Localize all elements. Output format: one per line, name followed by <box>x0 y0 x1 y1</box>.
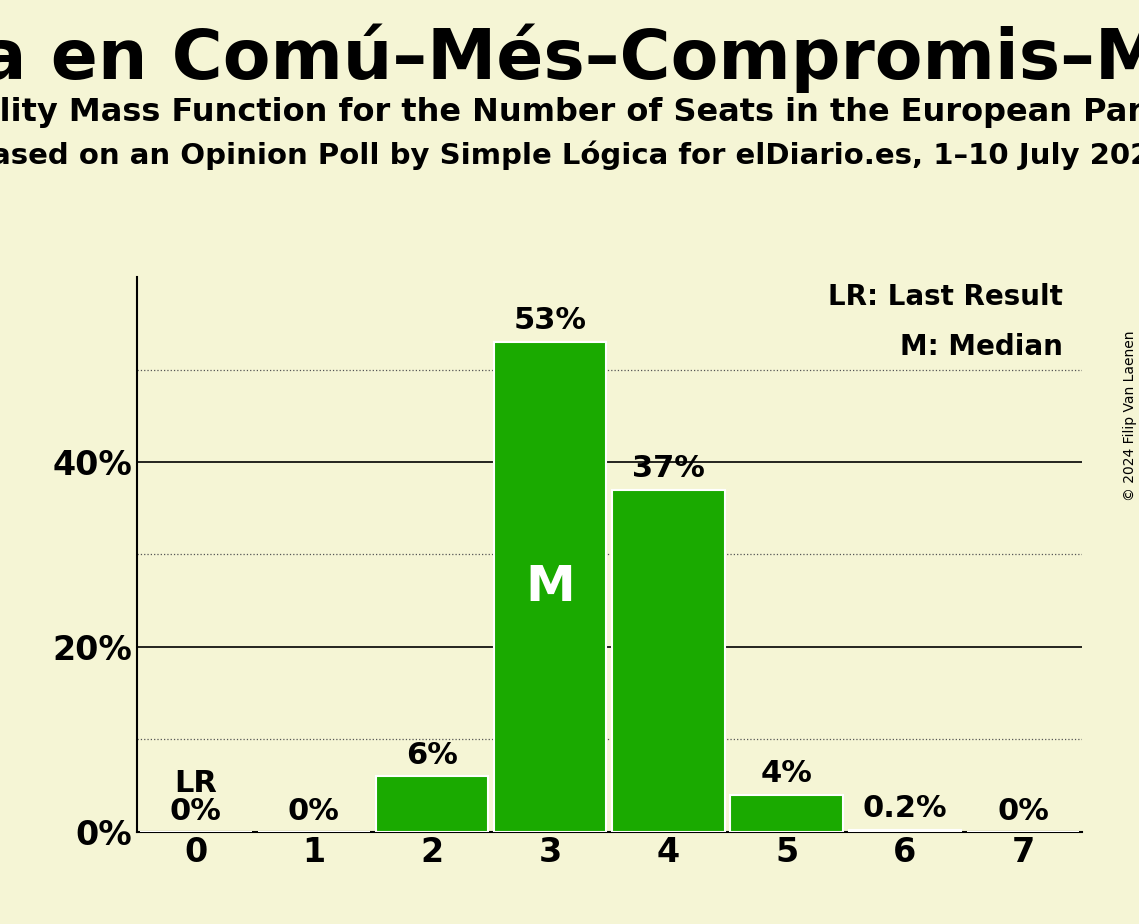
Bar <box>849 830 961 832</box>
Text: 6%: 6% <box>407 740 458 770</box>
Bar <box>494 342 606 832</box>
Text: M: M <box>525 563 575 611</box>
Text: Based on an Opinion Poll by Simple Lógica for elDiario.es, 1–10 July 2024: Based on an Opinion Poll by Simple Lógic… <box>0 140 1139 170</box>
Bar <box>376 776 489 832</box>
Text: 0%: 0% <box>288 797 339 826</box>
Text: 0.2%: 0.2% <box>862 794 948 823</box>
Bar <box>613 490 724 832</box>
Text: ar–Catalunya en Comú–Més–Compromis–Más País–Chu: ar–Catalunya en Comú–Més–Compromis–Más P… <box>0 23 1139 93</box>
Text: LR: LR <box>174 770 218 798</box>
Text: 4%: 4% <box>761 759 812 788</box>
Text: LR: Last Result: LR: Last Result <box>828 283 1063 310</box>
Text: 53%: 53% <box>514 306 587 335</box>
Text: Probability Mass Function for the Number of Seats in the European Parliament: Probability Mass Function for the Number… <box>0 97 1139 128</box>
Text: 37%: 37% <box>632 454 705 483</box>
Bar <box>730 795 843 832</box>
Text: 0%: 0% <box>997 797 1049 826</box>
Text: 0%: 0% <box>170 797 222 826</box>
Text: © 2024 Filip Van Laenen: © 2024 Filip Van Laenen <box>1123 331 1137 501</box>
Text: M: Median: M: Median <box>900 333 1063 360</box>
